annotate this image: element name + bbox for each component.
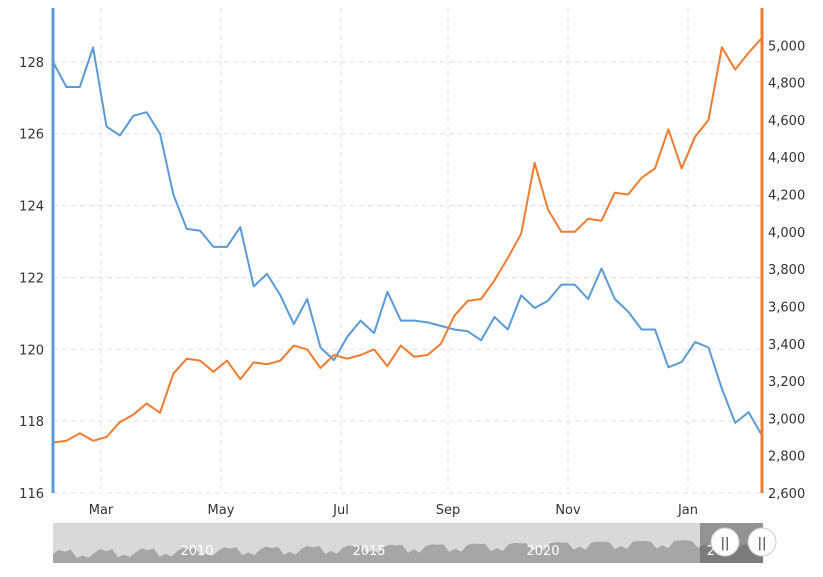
right-tick-label: 3,800 (768, 263, 805, 278)
left-tick-label: 120 (19, 343, 44, 358)
navigator-year-labels: 20102015202020 (180, 544, 723, 559)
navigator-year-label: 2020 (526, 544, 559, 559)
right-tick-label: 4,600 (768, 114, 805, 129)
series-group (52, 37, 763, 444)
handle-left-glyph: || (721, 536, 730, 551)
left-tick-label: 118 (19, 415, 44, 430)
right-tick-label: 3,400 (768, 338, 805, 353)
right-tick-label: 4,800 (768, 77, 805, 92)
series-line-right (52, 37, 763, 444)
right-tick-label: 5,000 (768, 39, 805, 54)
left-tick-label: 116 (19, 487, 44, 502)
navigator-year-label: 2010 (180, 544, 213, 559)
right-tick-label: 4,200 (768, 189, 805, 204)
left-tick-label: 126 (19, 128, 44, 143)
navigator-area (53, 539, 763, 563)
left-tick-label: 122 (19, 271, 44, 286)
x-tick-label: Nov (555, 503, 581, 518)
x-tick-label: Mar (89, 503, 114, 518)
x-tick-label: Sep (436, 503, 461, 518)
right-tick-label: 4,400 (768, 151, 805, 166)
right-tick-label: 4,000 (768, 226, 805, 241)
right-tick-label: 3,200 (768, 375, 805, 390)
left-axis-ticks: 116 118 120 122 124 126 128 (19, 56, 44, 502)
x-axis-ticks: Mar May Jul Sep Nov Jan (89, 503, 698, 518)
right-tick-label: 3,600 (768, 300, 805, 315)
series-line-left (52, 46, 763, 436)
navigator[interactable]: 20102015202020 || || (53, 523, 777, 563)
left-tick-label: 128 (19, 56, 44, 71)
right-tick-label: 2,800 (768, 450, 805, 465)
right-tick-label: 2,600 (768, 487, 805, 502)
left-tick-label: 124 (19, 200, 44, 215)
right-tick-label: 3,000 (768, 412, 805, 427)
x-tick-label: Jul (332, 503, 349, 518)
navigator-year-label: 2015 (352, 544, 385, 559)
right-axis-ticks: 2,600 2,800 3,000 3,200 3,400 3,600 3,800 4,000… (768, 39, 805, 502)
x-tick-label: May (208, 503, 235, 518)
grid (53, 8, 762, 494)
navigator-handle-right[interactable]: || (747, 527, 777, 557)
handle-right-glyph: || (758, 536, 767, 551)
navigator-handle-left[interactable]: || (710, 527, 740, 557)
x-tick-label: Jan (677, 503, 698, 518)
